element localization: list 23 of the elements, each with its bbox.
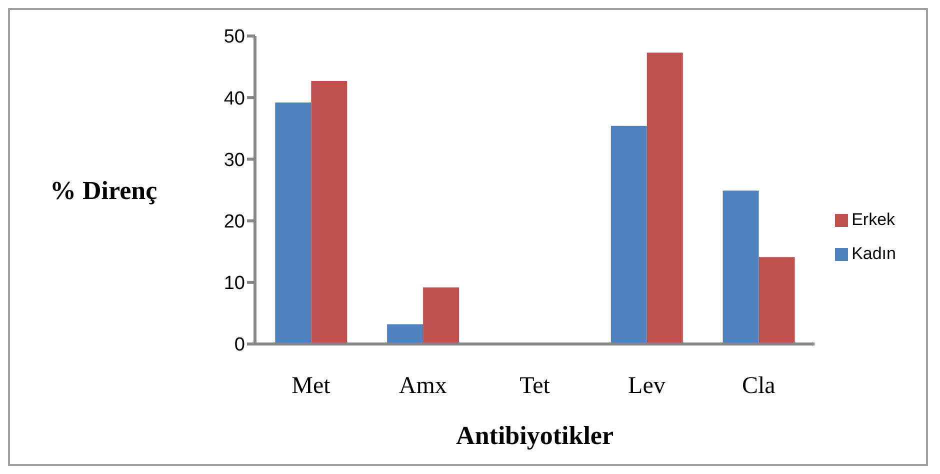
bar xyxy=(646,52,683,344)
bar xyxy=(722,190,759,344)
bar xyxy=(610,126,647,344)
y-tick-label: 30 xyxy=(224,150,245,171)
legend-label: Erkek xyxy=(852,210,896,229)
y-tick-label: 20 xyxy=(224,212,245,233)
y-tick-label: 10 xyxy=(224,273,245,294)
legend-label: Kadın xyxy=(852,244,896,263)
bar xyxy=(387,324,424,344)
y-tick-label: 50 xyxy=(224,26,245,48)
x-tick-label: Met xyxy=(292,373,331,400)
x-tick-label: Tet xyxy=(520,373,550,400)
x-tick-label: Lev xyxy=(628,373,666,400)
y-axis-title: % Direnç xyxy=(50,176,158,206)
bar xyxy=(758,257,795,344)
x-tick-label: Cla xyxy=(742,373,776,400)
bar xyxy=(275,102,312,344)
bar xyxy=(423,287,460,344)
x-tick-label: Amx xyxy=(398,373,447,400)
x-axis-title: Antibiyotikler xyxy=(456,421,614,450)
y-tick-label: 40 xyxy=(224,88,245,110)
bar xyxy=(311,80,348,344)
y-tick-label: 0 xyxy=(234,334,245,356)
